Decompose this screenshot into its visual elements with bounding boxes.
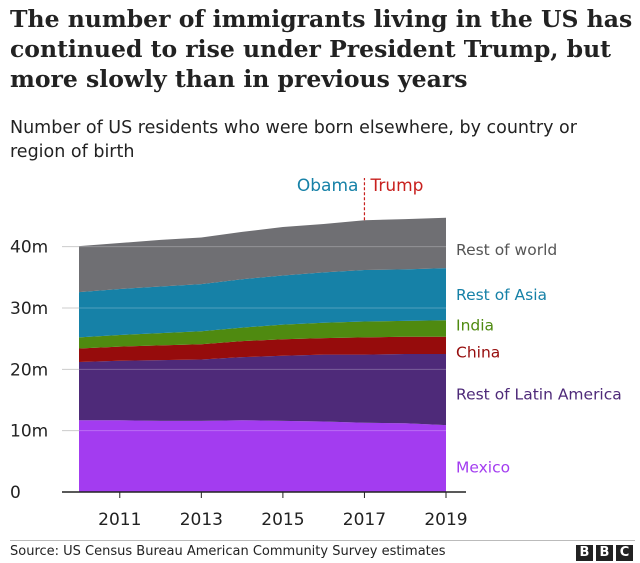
gridlines — [62, 246, 446, 432]
label-rest-of-asia: Rest of Asia — [456, 286, 547, 304]
bbc-logo-letter: B — [596, 545, 613, 561]
x-tick-label: 2015 — [261, 510, 304, 530]
area-rest-of-world — [79, 217, 446, 293]
series-areas — [79, 217, 446, 492]
y-axis: 0 10m 20m 30m 40m — [10, 238, 48, 503]
bbc-logo-letter: B — [576, 545, 593, 561]
label-rest-of-world: Rest of world — [456, 241, 557, 259]
bbc-logo: B B C — [576, 545, 633, 561]
bbc-logo-letter: C — [616, 545, 633, 561]
label-rest-of-latin-america: Rest of Latin America — [456, 386, 622, 404]
y-tick-label: 0 — [10, 483, 21, 503]
label-india: India — [456, 317, 494, 335]
stacked-area-chart: 0 10m 20m 30m 40m 2011 2013 2015 2017 2019 Mexic… — [10, 176, 622, 530]
label-mexico: Mexico — [456, 459, 510, 477]
chart-subtitle: Number of US residents who were born els… — [10, 118, 577, 162]
y-tick-label: 10m — [10, 422, 48, 442]
y-tick-label: 20m — [10, 360, 48, 380]
x-tick-label: 2017 — [343, 510, 386, 530]
area-china — [79, 336, 446, 362]
annotation-trump: Trump — [369, 176, 423, 196]
x-tick-label: 2019 — [424, 510, 467, 530]
x-tick-label: 2011 — [98, 510, 141, 530]
annotation-obama: Obama — [297, 176, 359, 196]
label-china: China — [456, 343, 500, 361]
x-axis: 2011 2013 2015 2017 2019 — [62, 491, 468, 530]
series-labels: Mexico Rest of Latin America China India Res… — [456, 241, 622, 477]
area-rest-of-asia — [79, 268, 446, 338]
source-note: Source: US Census Bureau American Commun… — [10, 544, 446, 559]
chart-title: The number of immigrants living in the U… — [10, 5, 633, 93]
x-tick-label: 2013 — [180, 510, 223, 530]
y-tick-label: 30m — [10, 299, 48, 319]
area-mexico — [79, 420, 446, 492]
area-india — [79, 320, 446, 349]
footer-divider — [10, 540, 635, 541]
y-tick-label: 40m — [10, 238, 48, 258]
area-rest-of-latin-america — [79, 354, 446, 426]
presidency-annotation: Obama Trump — [297, 176, 423, 221]
